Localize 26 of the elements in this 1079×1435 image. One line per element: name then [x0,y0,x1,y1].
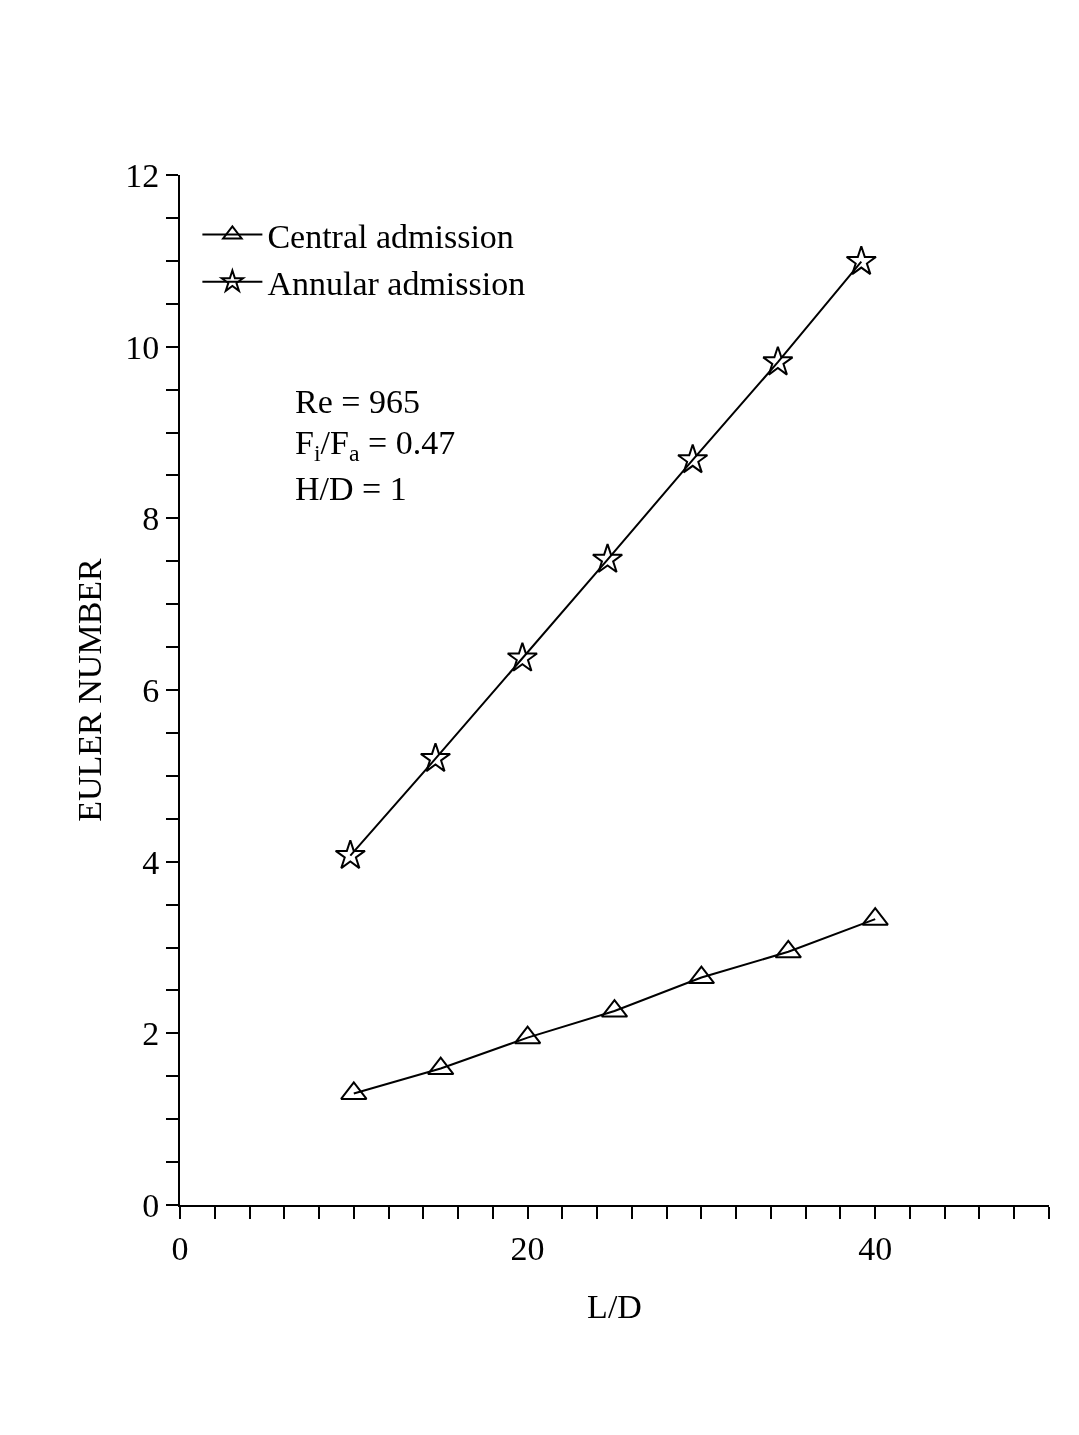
annotation: F$_{i}$/F$_{a}$ = 0.47 [295,424,456,467]
y-tick-label: 10 [125,328,160,366]
y-tick-label: 0 [142,1186,160,1224]
x-tick-label: 40 [858,1229,893,1267]
x-tick-label: 0 [171,1229,189,1267]
legend-label: Annular admission [267,264,526,302]
point [677,443,709,474]
point [591,543,624,573]
legend-label: Central admission [267,217,514,255]
annotation: H/D = 1 [295,470,407,507]
x-axis-title: L/D [587,1288,642,1325]
y-tick-label: 2 [142,1015,160,1053]
y-axis-title: EULER NUMBER [71,557,108,822]
point [845,245,877,276]
annotation: Re = 965 [295,383,420,420]
y-tick-label: 4 [142,843,160,881]
point [762,345,794,376]
x-tick-label: 20 [510,1229,545,1267]
point [419,742,452,773]
point [427,1056,455,1076]
y-tick-label: 12 [125,156,160,194]
point [334,839,366,870]
point [506,641,539,672]
y-tick-label: 8 [142,500,160,538]
y-tick-label: 6 [142,671,160,709]
point [774,939,802,959]
